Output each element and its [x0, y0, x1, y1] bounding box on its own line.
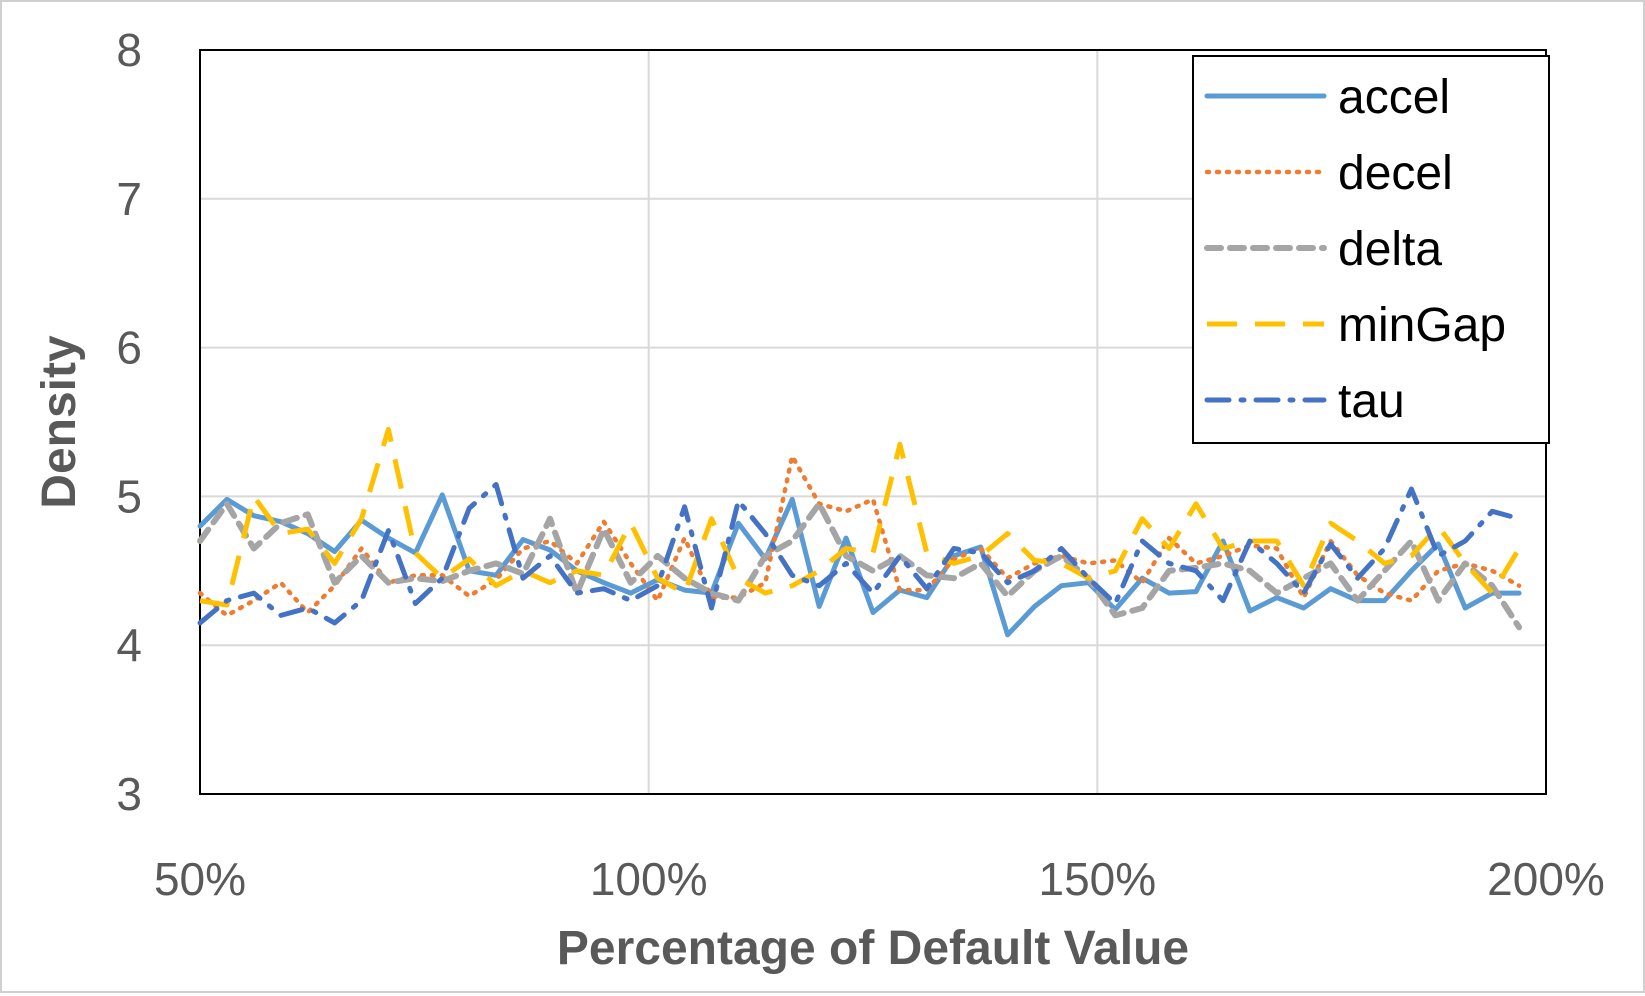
legend-label-minGap: minGap: [1338, 299, 1506, 352]
y-tick-label: 8: [116, 24, 142, 76]
tick-labels: 3 4 5 6 7 8 50% 100% 150% 200%: [116, 24, 1604, 905]
y-axis-title: Density: [33, 335, 86, 509]
legend-label-delta: delta: [1338, 223, 1442, 276]
legend-label-tau: tau: [1338, 375, 1405, 428]
y-tick-label: 6: [116, 322, 142, 374]
x-tick-label: 100%: [590, 853, 708, 905]
legend: accel decel delta minGap tau: [1192, 55, 1550, 444]
series-line-decel: [197, 453, 1522, 618]
legend-label-decel: decel: [1338, 147, 1453, 200]
x-tick-label: 150%: [1039, 853, 1157, 905]
y-tick-label: 4: [116, 619, 142, 671]
series-line-minGap: [199, 426, 1522, 608]
x-tick-label: 200%: [1487, 853, 1605, 905]
y-tick-label: 5: [116, 470, 142, 522]
y-tick-label: 7: [116, 173, 142, 225]
series-lines: [197, 426, 1523, 638]
series-line-tau: [197, 482, 1522, 626]
x-axis-title: Percentage of Default Value: [557, 922, 1189, 975]
x-tick-label: 50%: [154, 853, 246, 905]
legend-label-accel: accel: [1338, 71, 1450, 124]
series-line-delta: [197, 500, 1523, 631]
y-tick-label: 3: [116, 768, 142, 820]
